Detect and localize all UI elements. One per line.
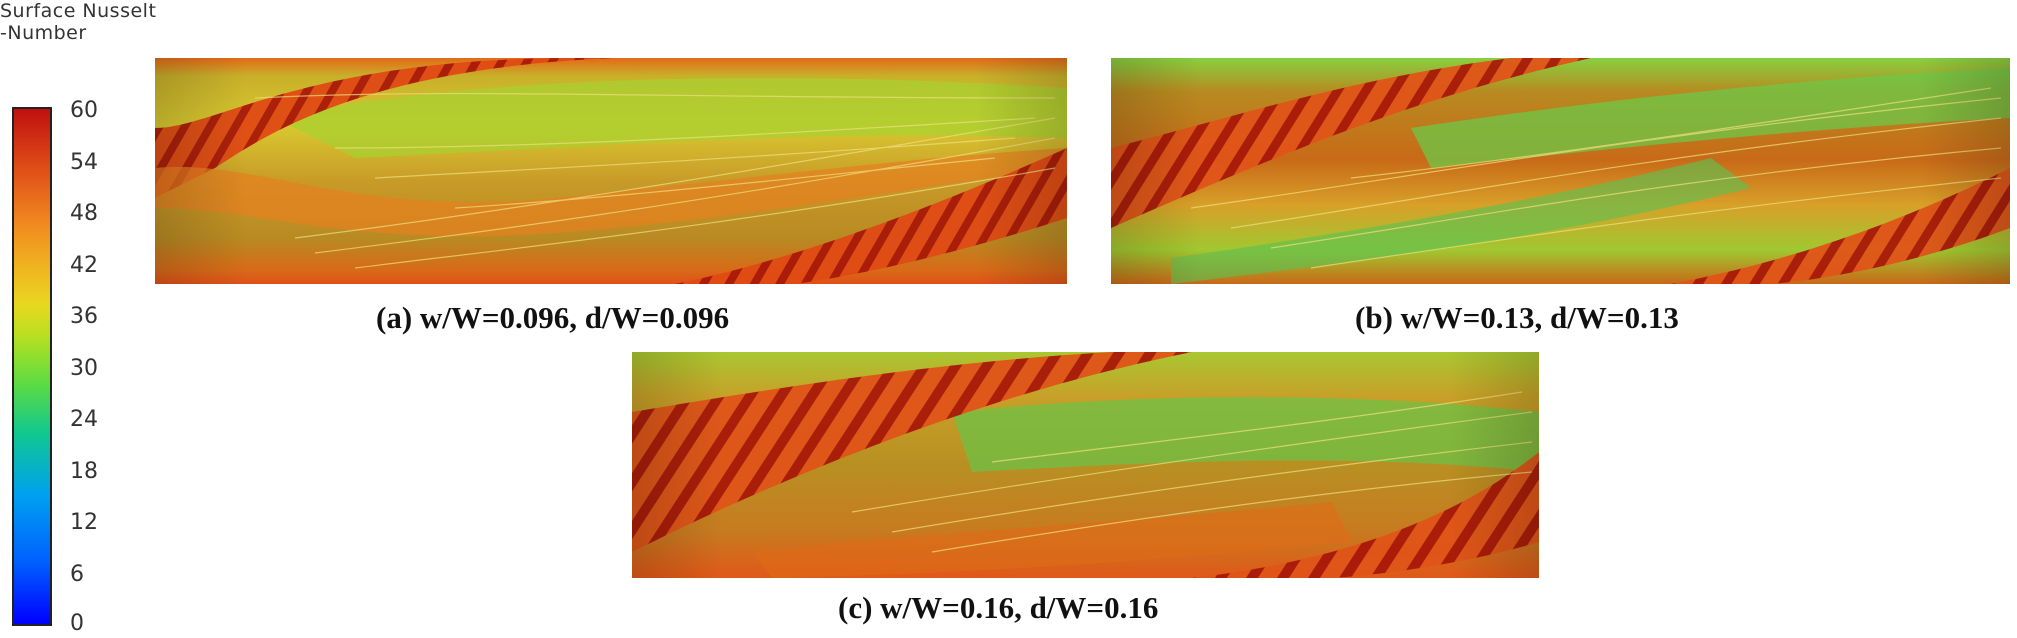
contour-cylinder-b (1111, 58, 2010, 284)
colorbar-tick: 24 (70, 407, 98, 432)
colorbar-tick: 42 (70, 253, 98, 278)
colorbar-tick: 0 (70, 611, 84, 636)
colorbar-title: Surface Nusselt -Number (0, 0, 156, 44)
colorbar-tick: 18 (70, 459, 98, 484)
colorbar-tick: 54 (70, 150, 98, 175)
colorbar-title-line1: Surface Nusselt (0, 0, 157, 22)
panel-caption-a: (a) w/W=0.096, d/W=0.096 (376, 300, 730, 335)
colorbar-tick: 36 (70, 304, 98, 329)
colorbar-tick: 12 (70, 510, 98, 535)
colorbar-tick: 6 (70, 562, 84, 587)
colorbar-title-line2: -Number (0, 22, 87, 44)
colorbar-tick: 48 (70, 201, 98, 226)
contour-cylinder-a (155, 58, 1067, 284)
colorbar-tick-labels: 60 54 48 42 36 30 24 18 12 6 0 (70, 0, 130, 638)
colorbar-tick: 60 (70, 98, 98, 123)
colorbar-tick: 30 (70, 356, 98, 381)
panel-caption-c: (c) w/W=0.16, d/W=0.16 (838, 590, 1159, 625)
contour-cylinder-c (632, 352, 1539, 578)
panel-caption-b: (b) w/W=0.13, d/W=0.13 (1355, 300, 1679, 335)
colorbar (12, 107, 52, 626)
